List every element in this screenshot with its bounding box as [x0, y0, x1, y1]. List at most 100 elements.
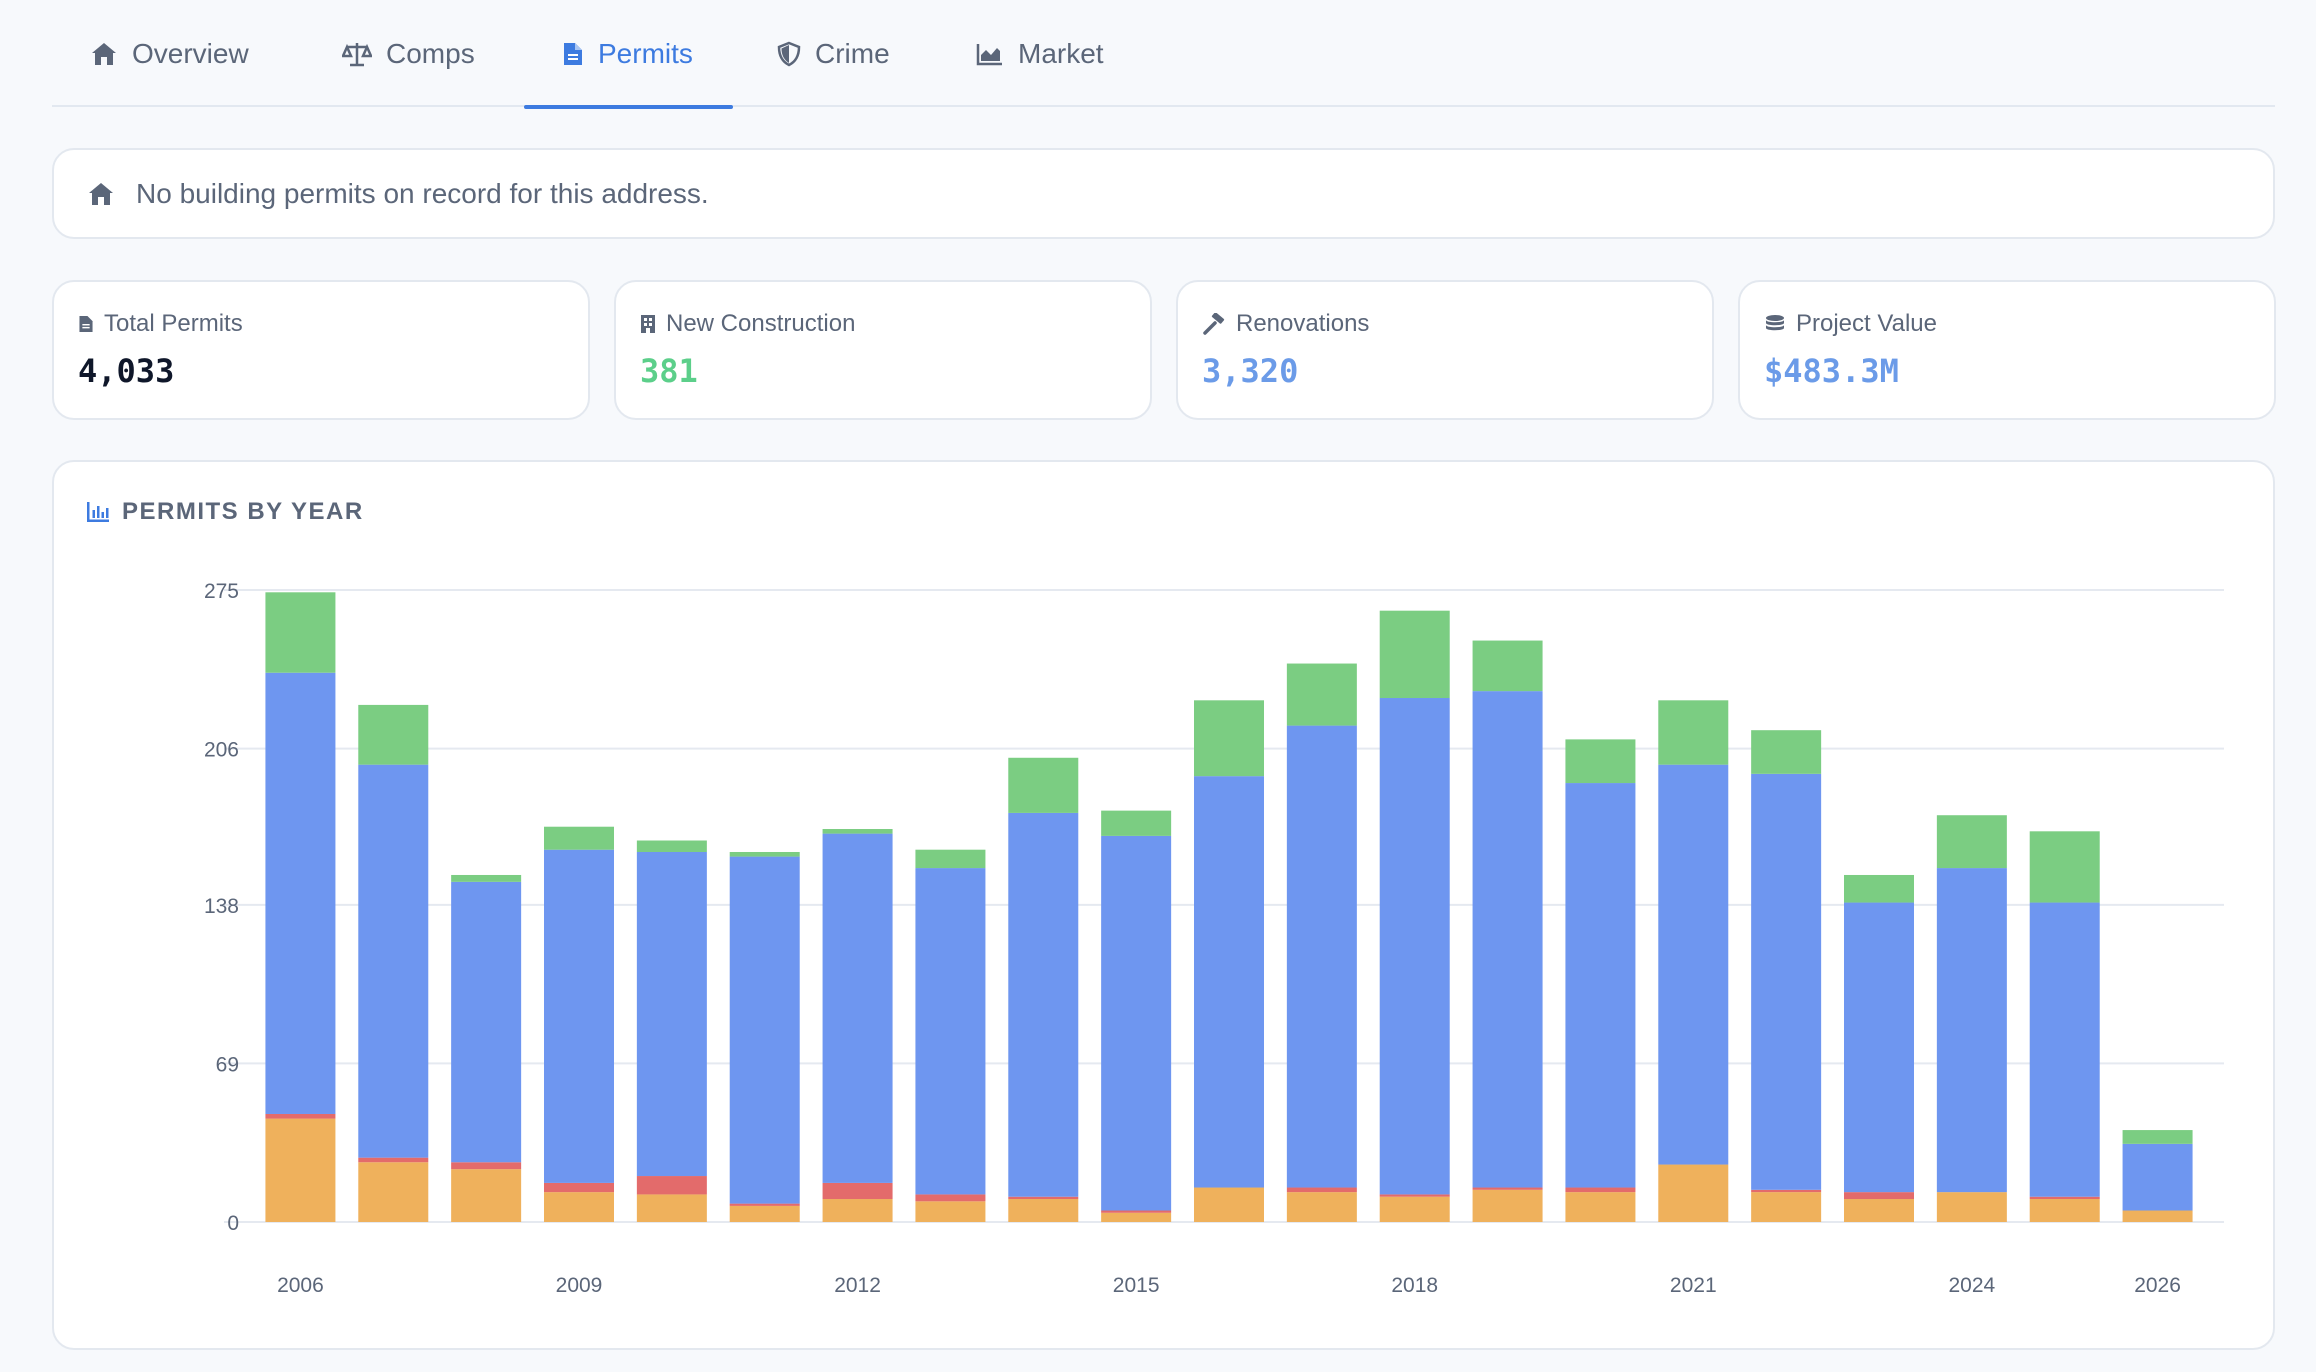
y-tick-label: 138	[204, 895, 239, 918]
tab-market-label: Market	[1018, 37, 1104, 69]
notice-text: No building permits on record for this a…	[136, 177, 709, 209]
x-tick-label: 2021	[1670, 1274, 1717, 1297]
x-tick-label: 2009	[556, 1274, 603, 1297]
document-icon	[564, 42, 582, 65]
bar-segment-2022-orange	[1751, 1192, 1822, 1222]
tab-permits-label: Permits	[598, 37, 693, 69]
stat-label: Total Permits	[104, 310, 243, 337]
bar-segment-2013-green	[915, 849, 986, 869]
stat-card-renovations: Renovations 3,320	[1176, 280, 1714, 420]
bar-segment-2021-blue	[1658, 764, 1729, 1165]
bar-segment-2013-blue	[915, 868, 986, 1195]
shield-icon	[777, 41, 801, 66]
y-tick-label: 275	[204, 580, 239, 603]
tab-crime[interactable]: Crime	[777, 0, 890, 107]
home-icon	[89, 182, 113, 205]
scale-icon	[342, 42, 372, 66]
bar-segment-2025-red	[2029, 1196, 2100, 1200]
bar-segment-2023-blue	[1844, 902, 1914, 1193]
bar-segment-2006-orange	[265, 1118, 336, 1222]
x-tick-label: 2018	[1391, 1274, 1438, 1297]
stat-value: 3,320	[1202, 352, 1299, 390]
bar-segment-2017-blue	[1286, 725, 1357, 1188]
bar-segment-2024-orange	[1936, 1192, 2007, 1222]
bar-segment-2016-blue	[1194, 776, 1264, 1188]
bar-segment-2018-blue	[1379, 698, 1450, 1195]
bar-segment-2014-red	[1008, 1196, 1079, 1200]
bar-segment-2019-green	[1472, 640, 1543, 692]
bar-segment-2018-red	[1379, 1194, 1450, 1197]
bar-chart-icon	[87, 502, 109, 522]
y-tick-label: 69	[216, 1053, 239, 1076]
bar-segment-2025-orange	[2029, 1199, 2100, 1222]
bar-segment-2009-orange	[544, 1192, 614, 1222]
bar-segment-2007-red	[358, 1157, 429, 1163]
stat-label: Project Value	[1796, 310, 1937, 337]
x-tick-label: 2012	[834, 1274, 881, 1297]
document-icon	[79, 316, 93, 332]
stat-value: 381	[640, 352, 698, 390]
tab-overview-label: Overview	[132, 37, 249, 69]
stat-card-total-permits: Total Permits 4,033	[52, 280, 590, 420]
bar-segment-2007-blue	[358, 764, 429, 1158]
tab-permits[interactable]: Permits	[524, 0, 733, 109]
bar-segment-2012-orange	[822, 1199, 893, 1222]
bar-segment-2014-orange	[1008, 1199, 1079, 1222]
tab-market[interactable]: Market	[976, 0, 1104, 107]
bar-segment-2006-red	[265, 1113, 336, 1119]
bar-segment-2017-orange	[1286, 1192, 1357, 1222]
bar-segment-2025-blue	[2029, 902, 2100, 1197]
bar-segment-2023-red	[1844, 1192, 1914, 1200]
bar-segment-2015-green	[1101, 810, 1172, 836]
hammer-icon	[1203, 313, 1225, 335]
bar-segment-2015-blue	[1101, 835, 1172, 1211]
bar-segment-2009-blue	[544, 849, 614, 1183]
tab-overview[interactable]: Overview	[90, 0, 249, 107]
bar-segment-2021-orange	[1658, 1164, 1729, 1222]
bar-segment-2020-blue	[1565, 783, 1636, 1188]
bar-segment-2007-orange	[358, 1162, 429, 1222]
bar-segment-2011-orange	[729, 1205, 800, 1222]
bar-segment-2025-green	[2029, 831, 2100, 903]
bar-segment-2019-blue	[1472, 691, 1543, 1188]
bar-segment-2024-blue	[1936, 868, 2007, 1193]
y-tick-label: 0	[227, 1212, 239, 1235]
bar-segment-2021-green	[1658, 700, 1729, 765]
bar-segment-2020-orange	[1565, 1192, 1636, 1222]
chart-title-text: PERMITS BY YEAR	[122, 498, 364, 525]
bar-segment-2020-red	[1565, 1187, 1636, 1193]
bar-segment-2015-orange	[1101, 1212, 1172, 1222]
tab-crime-label: Crime	[815, 37, 890, 69]
bar-segment-2010-orange	[636, 1194, 707, 1222]
bar-segment-2008-blue	[451, 881, 522, 1163]
stat-label: Renovations	[1236, 310, 1370, 337]
bar-segment-2026-green	[2122, 1130, 2193, 1144]
bar-segment-2007-green	[358, 704, 429, 765]
permits-by-year-chart: 0 69 138 206 275 2006 2009 2012 2015 2018 2021 2024…	[204, 580, 2224, 1297]
stat-value: 4,033	[78, 352, 175, 390]
y-tick-label: 206	[204, 739, 239, 762]
bar-segment-2006-blue	[265, 672, 336, 1114]
bar-segment-2006-green	[265, 592, 336, 673]
bar-segment-2011-red	[729, 1203, 800, 1206]
tab-comps[interactable]: Comps	[342, 0, 475, 107]
bar-segment-2022-green	[1751, 730, 1822, 774]
bar-segment-2017-red	[1286, 1187, 1357, 1193]
bar-segment-2008-red	[451, 1162, 522, 1170]
bar-segment-2009-green	[544, 826, 614, 850]
bar-segment-2022-blue	[1751, 773, 1822, 1190]
bar-segment-2014-blue	[1008, 812, 1079, 1197]
x-tick-label: 2006	[277, 1274, 324, 1297]
permits-chart-card: 0 69 138 206 275 2006 2009 2012 2015 2018 2021 2024…	[52, 460, 2275, 1350]
bar-segment-2010-green	[636, 840, 707, 852]
stat-card-new-construction: New Construction 381	[614, 280, 1152, 420]
home-icon	[92, 42, 116, 65]
bar-segment-2008-green	[451, 874, 522, 882]
bar-segment-2013-orange	[915, 1201, 986, 1222]
bar-segment-2016-green	[1194, 700, 1264, 777]
bar-segment-2014-green	[1008, 757, 1079, 813]
bar-segment-2015-red	[1101, 1210, 1172, 1213]
bar-segment-2011-blue	[729, 856, 800, 1204]
x-tick-label: 2024	[1948, 1274, 1995, 1297]
bar-segment-2012-green	[822, 829, 893, 834]
